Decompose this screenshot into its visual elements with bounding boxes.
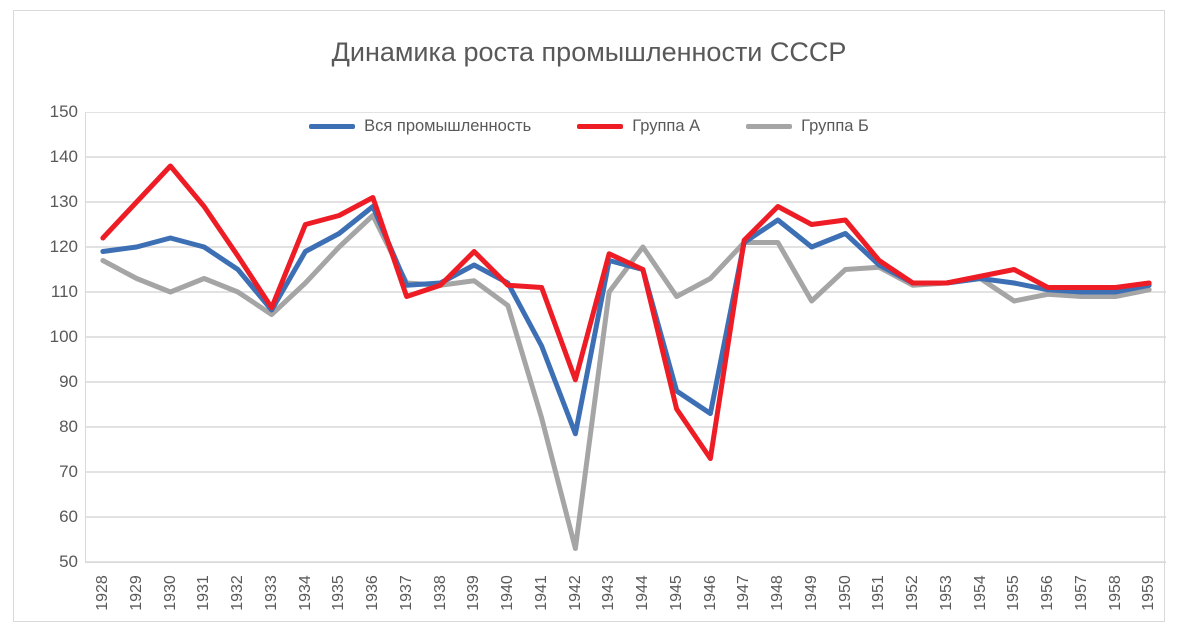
- x-axis-tick-label: 1950: [836, 575, 854, 611]
- x-axis-tick-label: 1953: [937, 575, 955, 611]
- chart-container: Динамика роста промышленности СССР Вся п…: [13, 10, 1166, 622]
- x-axis-tick-label: 1955: [1005, 575, 1023, 611]
- x-axis-tick-label: 1951: [870, 575, 888, 611]
- x-axis-tick-label: 1949: [802, 575, 820, 611]
- series-line-1: [100, 204, 1152, 437]
- x-axis-tick-label: 1958: [1106, 575, 1124, 611]
- x-axis-tick-label: 1939: [465, 575, 483, 611]
- y-axis-tick-label: 90: [59, 372, 78, 391]
- x-axis-tick-label: 1940: [498, 575, 516, 611]
- x-axis-tick-label: 1948: [768, 575, 786, 611]
- x-axis-tick-label: 1936: [363, 575, 381, 611]
- y-axis-tick-label: 120: [49, 237, 78, 256]
- y-axis: 150 140 130 120 110 100 90 80 70 60 50: [22, 102, 78, 571]
- x-axis-tick-label: 1947: [735, 575, 753, 611]
- x-axis-tick-label: 1931: [195, 575, 213, 611]
- y-axis-tick-label: 80: [59, 417, 78, 436]
- y-axis-tick-label: 150: [49, 102, 78, 121]
- chart-title: Динамика роста промышленности СССР: [331, 37, 847, 67]
- x-axis-tick-label: 1938: [431, 575, 449, 611]
- y-axis-tick-label: 110: [50, 282, 78, 301]
- y-axis-tick-label: 130: [49, 192, 78, 211]
- series-lines: [100, 163, 1152, 551]
- y-axis-tick-label: 140: [49, 147, 78, 166]
- x-axis-tick-label: 1934: [296, 575, 314, 611]
- x-axis-tick-label: 1943: [600, 575, 618, 611]
- gridlines: [86, 112, 1166, 562]
- x-axis-tick-label: 1957: [1072, 575, 1090, 611]
- series-line-2: [100, 163, 1152, 461]
- x-axis-tick-label: 1959: [1140, 575, 1158, 611]
- x-axis-tick-label: 1930: [161, 575, 179, 611]
- y-axis-tick-label: 50: [59, 552, 78, 571]
- x-axis-tick-label: 1942: [566, 575, 584, 611]
- x-axis-tick-label: 1937: [397, 575, 415, 611]
- x-axis-tick-label: 1935: [330, 575, 348, 611]
- chart-svg: [86, 112, 1166, 562]
- x-axis-tick-label: 1952: [903, 575, 921, 611]
- y-axis-tick-label: 100: [49, 327, 78, 346]
- x-axis-tick-label: 1946: [701, 575, 719, 611]
- x-axis-tick-label: 1956: [1038, 575, 1056, 611]
- x-axis-tick-label: 1932: [228, 575, 246, 611]
- x-axis-tick-label: 1941: [532, 575, 550, 611]
- x-axis: 1928 1929 1930 1931 1932 1933 1934 1935 1936 1937…: [86, 564, 1166, 634]
- x-axis-tick-label: 1933: [262, 575, 280, 611]
- y-axis-line: [85, 112, 86, 563]
- x-axis-tick-label: 1945: [667, 575, 685, 611]
- x-axis-tick-label: 1954: [971, 575, 989, 611]
- x-axis-tick-label: 1944: [633, 575, 651, 611]
- x-axis-tick-label: 1929: [127, 575, 145, 611]
- y-axis-tick-label: 60: [59, 507, 78, 526]
- y-axis-tick-label: 70: [59, 462, 78, 481]
- x-axis-line: [86, 562, 1166, 563]
- plot-area: [86, 112, 1166, 562]
- x-axis-tick-label: 1928: [93, 575, 111, 611]
